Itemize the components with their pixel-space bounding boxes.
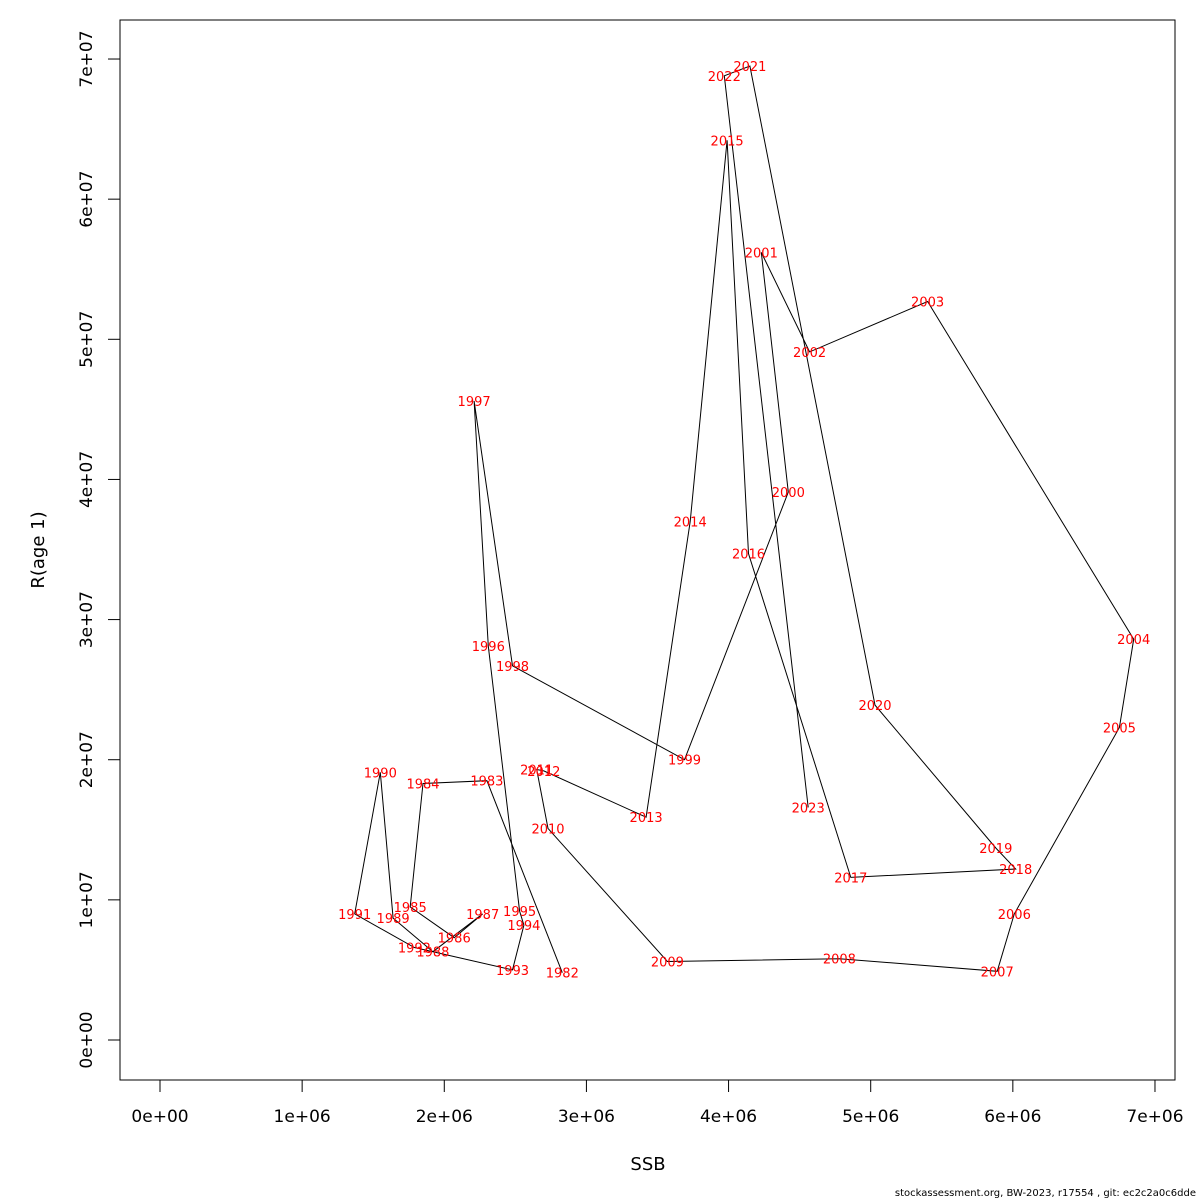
year-label-2021: 2021	[733, 60, 766, 75]
year-label-1995: 1995	[503, 905, 536, 920]
year-label-1987: 1987	[466, 908, 499, 923]
year-label-1984: 1984	[406, 778, 439, 793]
year-label-2003: 2003	[911, 296, 944, 311]
y-tick-label: 2e+07	[77, 731, 97, 788]
year-label-2015: 2015	[711, 134, 744, 149]
year-label-2006: 2006	[998, 908, 1031, 923]
year-label-2007: 2007	[981, 965, 1014, 980]
y-tick-label: 5e+07	[77, 311, 97, 368]
year-label-1985: 1985	[394, 901, 427, 916]
year-label-1990: 1990	[364, 766, 397, 781]
stock-recruitment-line	[354, 65, 1135, 973]
x-tick-label: 4e+06	[700, 1107, 757, 1127]
x-axis-title: SSB	[630, 1154, 665, 1175]
y-tick-label: 7e+07	[77, 30, 97, 87]
year-label-1982: 1982	[546, 967, 579, 982]
year-label-2020: 2020	[858, 699, 891, 714]
year-label-2014: 2014	[674, 516, 707, 531]
x-tick-label: 5e+06	[842, 1107, 899, 1127]
year-label-2009: 2009	[651, 956, 684, 971]
year-label-2017: 2017	[834, 871, 867, 886]
year-label-1992: 1992	[398, 942, 431, 957]
y-tick-label: 6e+07	[77, 171, 97, 228]
year-label-1986: 1986	[438, 932, 471, 947]
year-label-2016: 2016	[732, 548, 765, 563]
year-label-2011: 2011	[520, 764, 553, 779]
y-tick-label: 0e+00	[77, 1011, 97, 1068]
year-label-1999: 1999	[668, 754, 701, 769]
x-axis: 0e+00 1e+06 2e+06 3e+06 4e+06 5e+06 6e+06 7e+06	[131, 1079, 1184, 1127]
year-label-1996: 1996	[472, 640, 505, 655]
x-tick-label: 6e+06	[984, 1107, 1041, 1127]
year-label-1988: 1988	[416, 946, 449, 961]
x-tick-label: 2e+06	[416, 1107, 473, 1127]
year-labels: 1982 1983 1984 1985 1986 1987 1988 1989 1990 1991…	[338, 60, 1150, 982]
year-label-1998: 1998	[496, 660, 529, 675]
x-tick-label: 7e+06	[1126, 1107, 1183, 1127]
year-label-2019: 2019	[979, 842, 1012, 857]
y-tick-label: 4e+07	[77, 451, 97, 508]
year-label-1993: 1993	[496, 964, 529, 979]
year-label-2018: 2018	[999, 863, 1032, 878]
x-tick-label: 0e+00	[131, 1107, 188, 1127]
year-label-1983: 1983	[470, 775, 503, 790]
year-label-2004: 2004	[1117, 633, 1150, 648]
x-tick-label: 3e+06	[558, 1107, 615, 1127]
year-label-1997: 1997	[458, 395, 491, 410]
year-label-2001: 2001	[745, 246, 778, 261]
year-label-2005: 2005	[1103, 722, 1136, 737]
year-label-2010: 2010	[531, 822, 564, 837]
year-label-2000: 2000	[772, 486, 805, 501]
footer-credit: stockassessment.org, BW-2023, r17554 , g…	[895, 1188, 1196, 1199]
x-tick-label: 1e+06	[274, 1107, 331, 1127]
series-path	[354, 65, 1135, 973]
year-label-1989: 1989	[377, 912, 410, 927]
year-label-2002: 2002	[793, 346, 826, 361]
year-label-2008: 2008	[823, 953, 856, 968]
year-label-1994: 1994	[507, 919, 540, 934]
y-axis: 0e+00 1e+07 2e+07 3e+07 4e+07 5e+07 6e+07 7e+07	[77, 30, 121, 1069]
y-tick-label: 1e+07	[77, 871, 97, 928]
year-label-2022: 2022	[708, 70, 741, 85]
year-label-1991: 1991	[338, 908, 371, 923]
year-label-2023: 2023	[792, 801, 825, 816]
year-label-2012: 2012	[527, 765, 560, 780]
y-axis-title: R(age 1)	[28, 511, 49, 588]
y-tick-label: 3e+07	[77, 591, 97, 648]
year-label-2013: 2013	[630, 811, 663, 826]
